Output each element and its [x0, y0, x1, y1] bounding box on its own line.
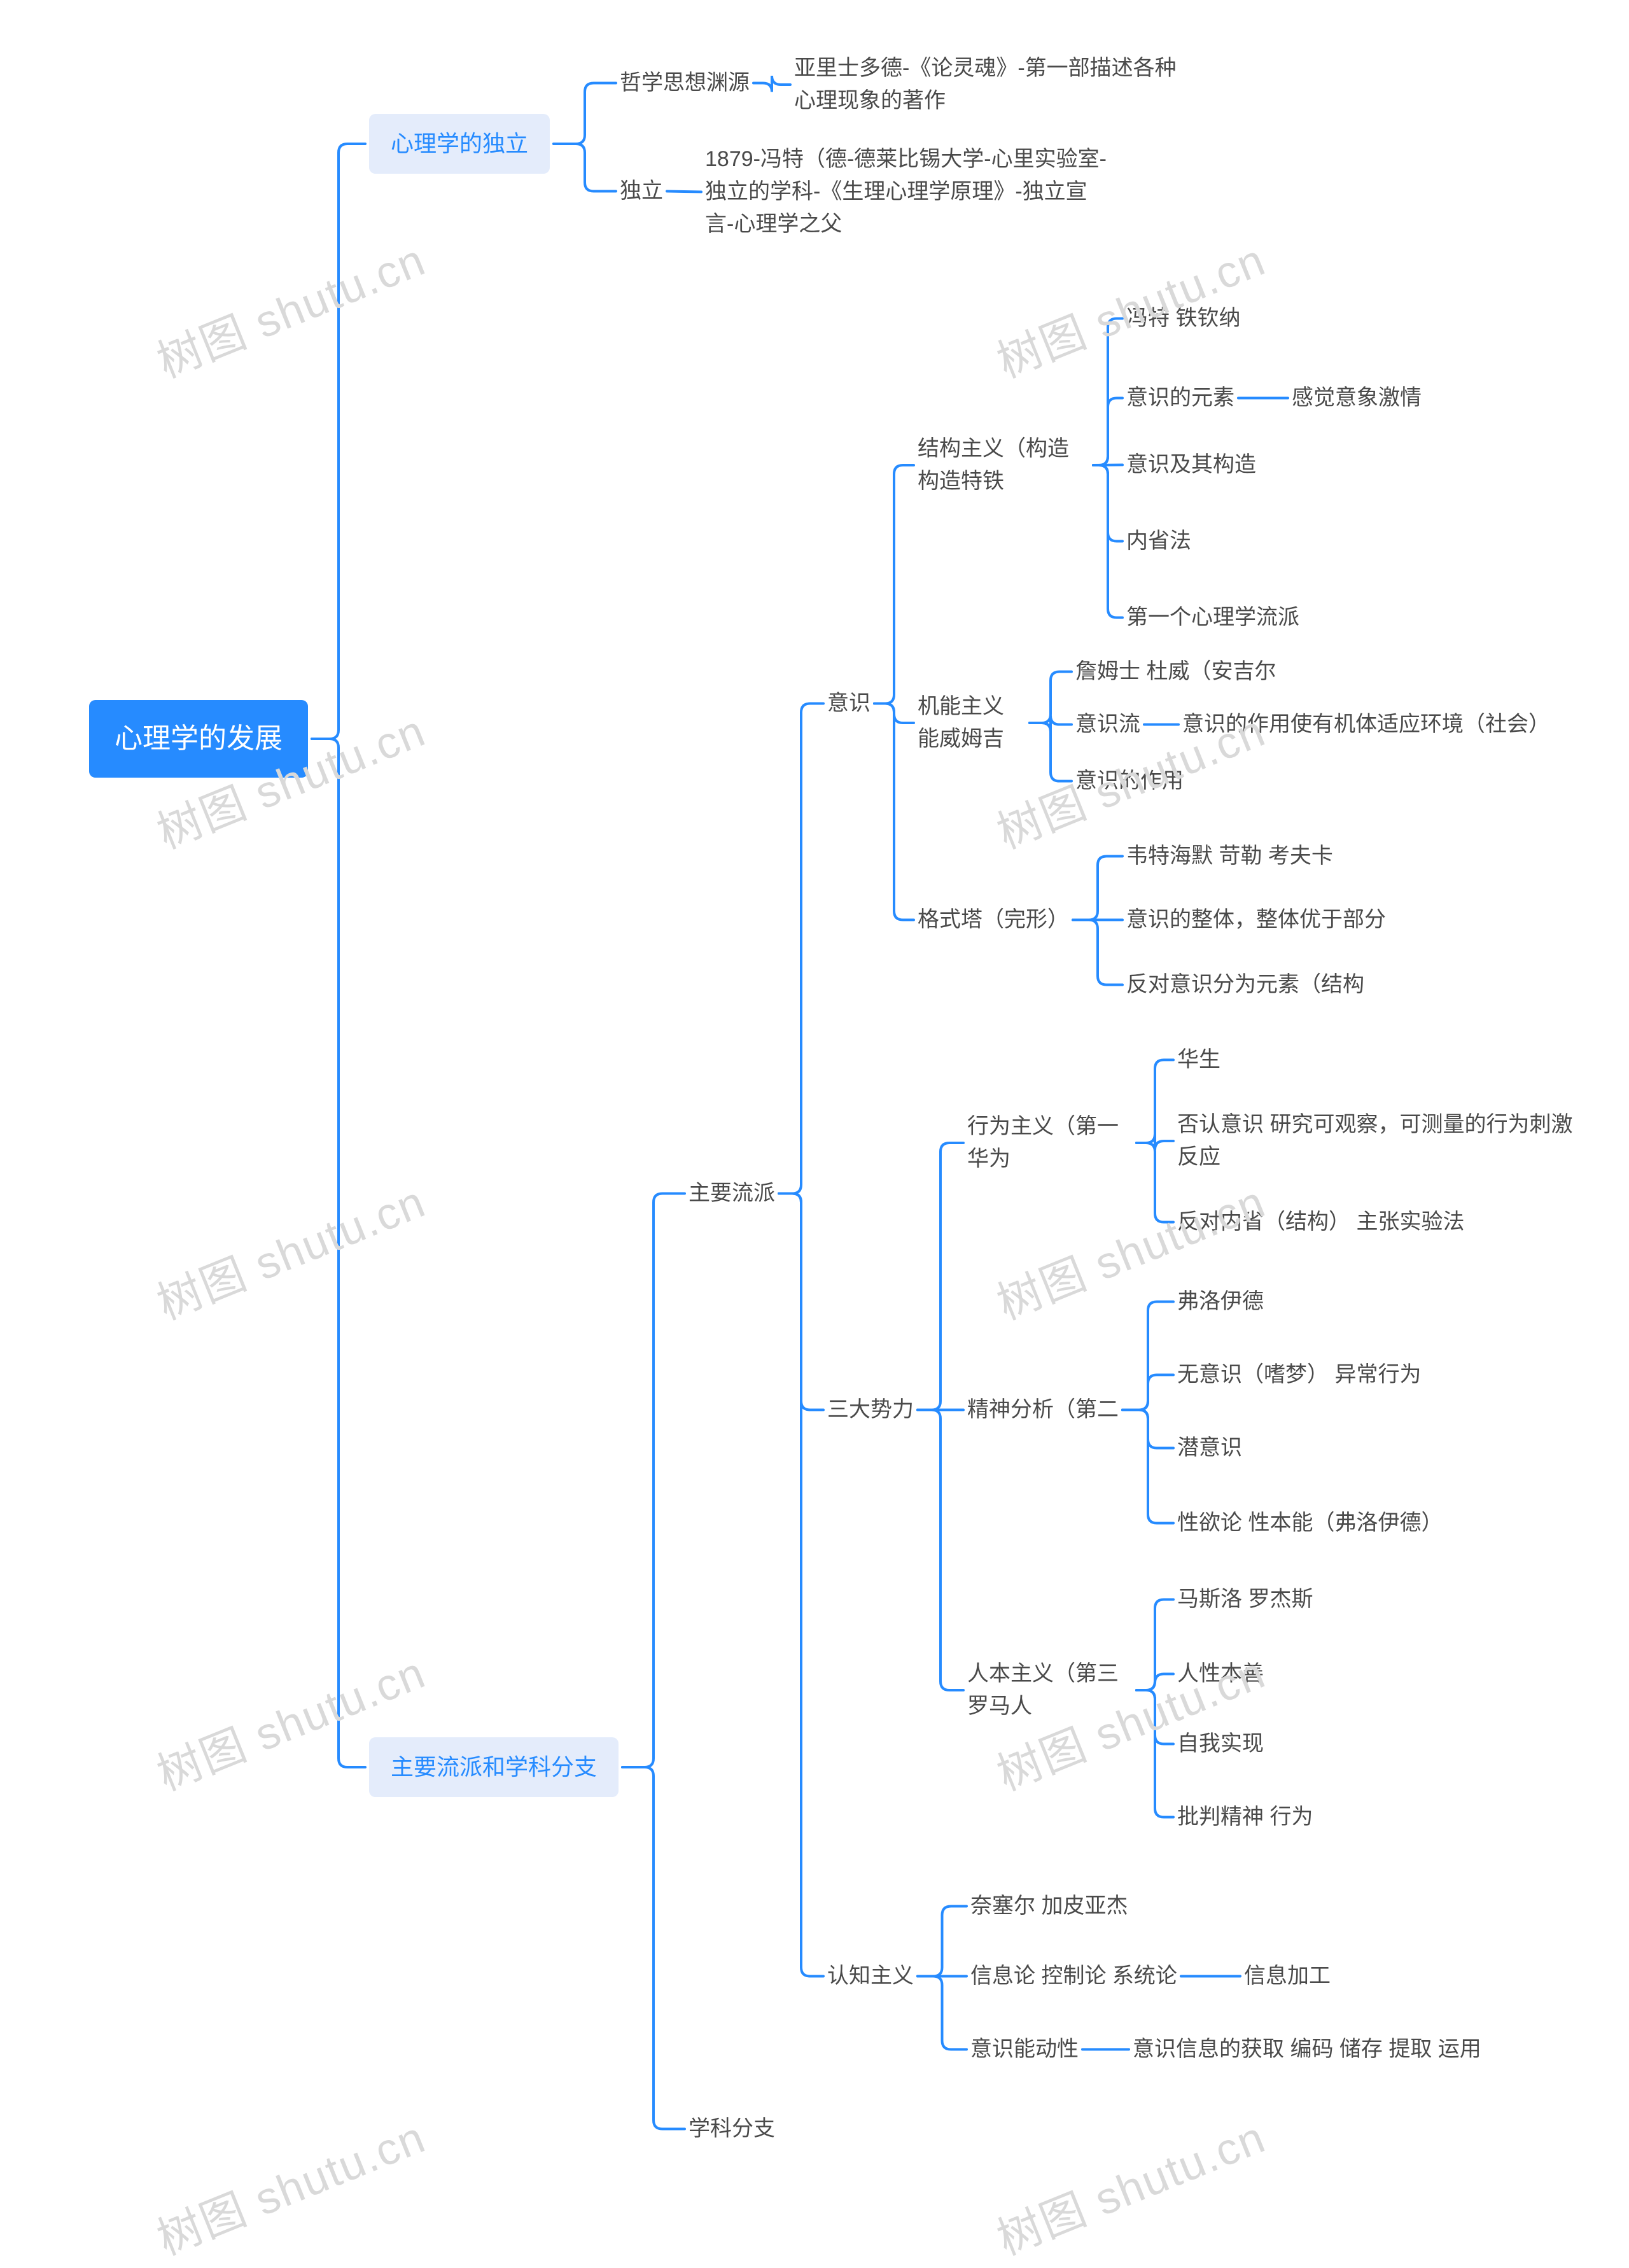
node-n_stru: 结构主义（构造 构造特铁 — [918, 433, 1089, 498]
node-n_stru_4: 内省法 — [1126, 525, 1191, 557]
node-n_main: 主要流派 — [689, 1177, 775, 1210]
node-n_beh_3: 反对内省（结构） 主张实验法 — [1177, 1206, 1464, 1238]
node-n_three: 三大势力 — [827, 1394, 914, 1426]
node-n_gest_2: 意识的整体，整体优于部分 — [1126, 904, 1386, 936]
node-n_branch: 学科分支 — [689, 2113, 775, 2145]
mindmap-edges — [0, 0, 1629, 2211]
node-n_func_3: 意识的作用 — [1075, 765, 1184, 797]
node-n_func: 机能主义 能威姆吉 — [918, 690, 1026, 755]
node-n_psy: 精神分析（第二 — [967, 1394, 1119, 1426]
node-n_beh: 行为主义（第一 华为 — [967, 1110, 1133, 1175]
node-n_cog: 认知主义 — [827, 1960, 914, 1992]
node-n_hum_3: 自我实现 — [1177, 1728, 1264, 1760]
node-n_cog_3: 意识能动性 — [970, 2033, 1079, 2066]
node-n_cog_2: 信息论 控制论 系统论 — [970, 1960, 1177, 1992]
node-n_func_2d: 意识的作用使有机体适应环境（社会） — [1182, 708, 1550, 741]
node-n_stru_3: 意识及其构造 — [1126, 449, 1256, 481]
node-n_hum: 人本主义（第三 罗马人 — [967, 1658, 1133, 1723]
node-n_ind_src_d: 亚里士多德-《论灵魂》-第一部描述各种心理现象的著作 — [794, 52, 1189, 117]
node-n_ind: 心理学的独立 — [369, 114, 550, 174]
node-n_hum_2: 人性本善 — [1177, 1658, 1264, 1690]
node-n_gest_1: 韦特海默 苛勒 考夫卡 — [1126, 840, 1333, 872]
node-n_psy_1: 弗洛伊德 — [1177, 1285, 1264, 1318]
node-n_sch: 主要流派和学科分支 — [369, 1737, 619, 1797]
node-n_beh_2: 否认意识 研究可观察，可测量的行为刺激反应 — [1177, 1109, 1584, 1173]
node-n_cog_1: 奈塞尔 加皮亚杰 — [970, 1890, 1128, 1922]
node-root: 心理学的发展 — [89, 700, 308, 778]
node-n_func_1: 詹姆士 杜威（安吉尔 — [1075, 655, 1276, 688]
node-n_stru_5: 第一个心理学流派 — [1126, 601, 1299, 634]
node-n_stru_1: 冯特 铁钦纳 — [1126, 302, 1240, 335]
node-n_psy_2: 无意识（嗜梦） 异常行为 — [1177, 1359, 1421, 1391]
node-n_hum_1: 马斯洛 罗杰斯 — [1177, 1583, 1313, 1616]
node-n_cons: 意识 — [827, 687, 870, 720]
node-n_gest: 格式塔（完形） — [918, 904, 1069, 936]
node-n_beh_1: 华生 — [1177, 1044, 1220, 1076]
node-n_ind_li_d: 1879-冯特（德-德莱比锡大学-心里实验室-独立的学科-《生理心理学原理》-独… — [705, 143, 1112, 241]
node-n_stru_2d: 感觉意象激情 — [1292, 382, 1422, 414]
node-n_cog_2d: 信息加工 — [1244, 1960, 1331, 1992]
node-n_stru_2: 意识的元素 — [1126, 382, 1234, 414]
node-n_hum_4: 批判精神 行为 — [1177, 1801, 1313, 1833]
node-n_psy_3: 潜意识 — [1177, 1432, 1242, 1464]
node-n_ind_src: 哲学思想渊源 — [620, 67, 750, 99]
node-n_cog_3d: 意识信息的获取 编码 储存 提取 运用 — [1133, 2033, 1481, 2066]
node-n_ind_li: 独立 — [620, 175, 663, 207]
node-n_psy_4: 性欲论 性本能（弗洛伊德） — [1177, 1507, 1443, 1539]
node-n_gest_3: 反对意识分为元素（结构 — [1126, 969, 1364, 1001]
node-n_func_2: 意识流 — [1075, 708, 1140, 741]
